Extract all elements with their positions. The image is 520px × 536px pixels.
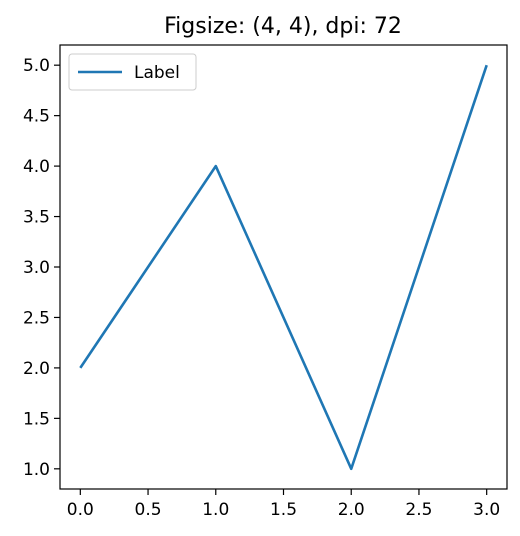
y-tick-label: 2.0 bbox=[23, 359, 50, 379]
x-tick-label: 1.5 bbox=[270, 500, 297, 520]
y-tick-label: 3.5 bbox=[23, 208, 50, 228]
axes-frame bbox=[59, 44, 508, 490]
series-line bbox=[79, 64, 488, 471]
y-tick-label: 5.0 bbox=[23, 56, 50, 76]
chart-title: Figsize: (4, 4), dpi: 72 bbox=[164, 14, 402, 39]
y-axis: 1.0 1.5 2.0 2.5 3.0 3.5 4.0 4.5 5.0 bbox=[23, 56, 60, 480]
x-tick-label: 2.0 bbox=[338, 500, 365, 520]
y-tick-label: 2.5 bbox=[23, 308, 50, 328]
x-tick-label: 2.5 bbox=[405, 500, 432, 520]
legend: Label bbox=[68, 53, 197, 91]
y-tick-label: 1.0 bbox=[23, 460, 50, 480]
y-tick-label: 4.5 bbox=[23, 107, 50, 127]
x-tick-label: 0.5 bbox=[135, 500, 162, 520]
x-axis: 0.0 0.5 1.0 1.5 2.0 2.5 3.0 bbox=[67, 489, 500, 520]
y-tick-label: 1.5 bbox=[23, 409, 50, 429]
x-tick-label: 0.0 bbox=[67, 500, 94, 520]
legend-label: Label bbox=[134, 63, 180, 83]
y-tick-label: 3.0 bbox=[23, 258, 50, 278]
y-tick-label: 4.0 bbox=[23, 157, 50, 177]
x-tick-label: 3.0 bbox=[473, 500, 500, 520]
plot-area bbox=[79, 64, 488, 471]
x-tick-label: 1.0 bbox=[202, 500, 229, 520]
legend-box bbox=[68, 53, 197, 91]
